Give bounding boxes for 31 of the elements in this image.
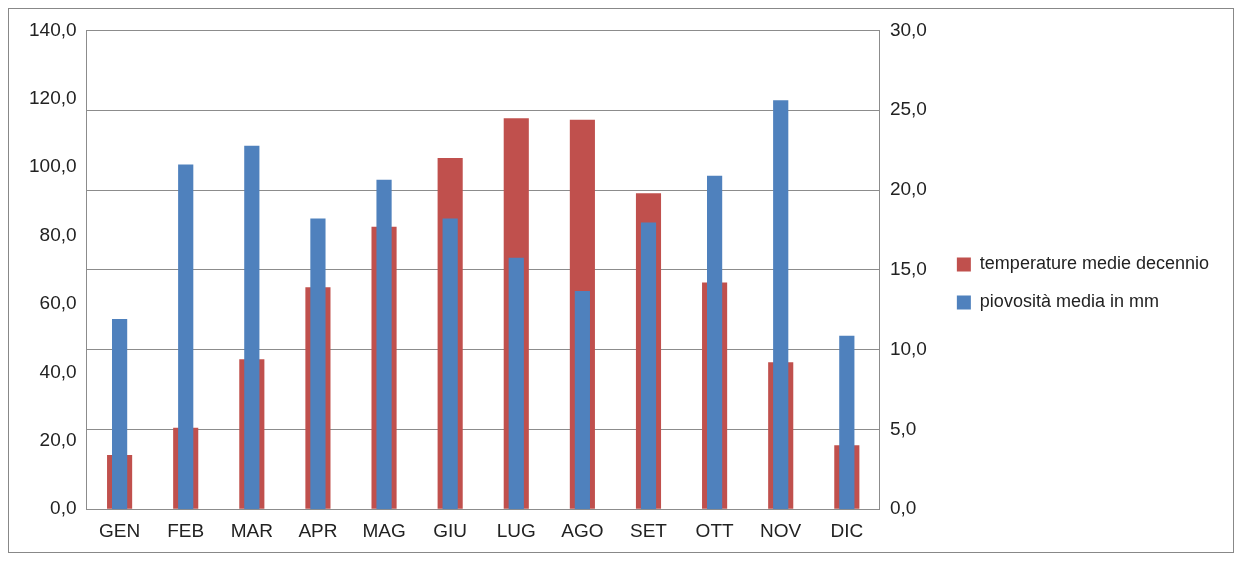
x-tick-label: NOV	[760, 519, 802, 541]
y2-tick-label: 5,0	[889, 417, 917, 439]
bar	[574, 291, 590, 510]
x-tick-label: MAR	[230, 519, 273, 541]
y-tick-label: 140,0	[29, 18, 77, 40]
x-tick-label: APR	[298, 519, 338, 541]
y2-tick-label: 0,0	[889, 497, 917, 519]
y-tick-label: 0,0	[50, 497, 77, 519]
y2-tick-label: 30,0	[889, 18, 927, 40]
y-tick-label: 120,0	[29, 87, 77, 109]
y-tick-label: 100,0	[29, 155, 77, 177]
y2-tick-label: 20,0	[889, 178, 927, 200]
x-tick-label: AGO	[561, 519, 604, 541]
x-tick-label: SET	[630, 519, 668, 541]
legend-label: temperature medie decennio	[979, 253, 1209, 274]
y-tick-label: 60,0	[39, 292, 77, 314]
x-tick-label: OTT	[695, 519, 734, 541]
y2-tick-label: 25,0	[889, 98, 927, 120]
x-tick-label: DIC	[830, 519, 864, 541]
x-tick-label: GEN	[99, 519, 141, 541]
x-tick-label: MAG	[362, 519, 406, 541]
x-tick-label: FEB	[167, 519, 205, 541]
y-tick-label: 40,0	[39, 360, 77, 382]
legend-label: piovosità media in mm	[979, 291, 1159, 312]
x-tick-label: LUG	[496, 519, 536, 541]
y-tick-label: 20,0	[39, 429, 77, 451]
y2-tick-label: 15,0	[889, 258, 927, 280]
x-tick-label: GIU	[433, 519, 468, 541]
y2-tick-label: 10,0	[889, 337, 927, 359]
y-tick-label: 80,0	[39, 223, 77, 245]
bar	[508, 257, 524, 510]
